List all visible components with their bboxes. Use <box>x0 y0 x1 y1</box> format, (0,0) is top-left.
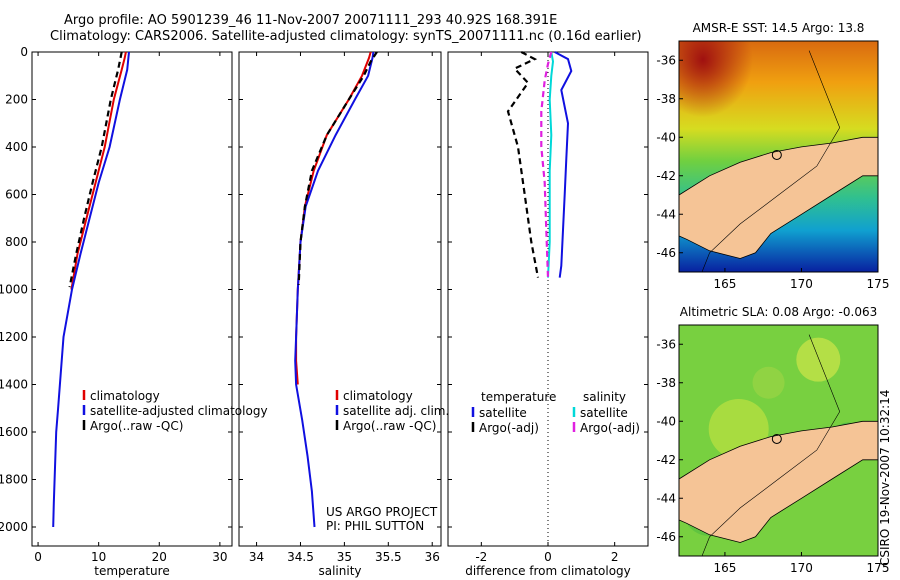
header-line2: Climatology: CARS2006. Satellite-adjuste… <box>50 29 642 44</box>
series-line <box>295 51 372 385</box>
map-x-tick-label: 170 <box>790 277 813 291</box>
series-line <box>52 51 130 528</box>
x-tick-label: 2 <box>611 550 619 564</box>
salinity-profile-frame <box>238 51 442 547</box>
map-y-tick-label: -36 <box>656 337 676 351</box>
y-tick-label: 1400 <box>0 378 28 392</box>
timestamp-stamp: CSIRO 19-Nov-2007 10:32:14 <box>878 389 892 566</box>
x-tick-label: 0 <box>544 550 552 564</box>
land-north-island <box>886 0 900 128</box>
legend-label: satellite-adjusted climatology <box>90 404 268 418</box>
legend-title-temperature: temperature <box>481 390 556 404</box>
sla-map-frame <box>678 324 879 557</box>
temperature-profile-xlabel: temperature <box>94 564 169 578</box>
sla-anomaly-blob <box>796 337 841 382</box>
x-tick-label: 34 <box>249 550 264 564</box>
x-tick-label: 34.5 <box>287 550 314 564</box>
legend-label: Argo(..raw -QC) <box>90 419 183 433</box>
legend-label: satellite <box>580 406 628 420</box>
difference-profile-xlabel: difference from climatology <box>465 564 631 578</box>
sla-map: Altimetric SLA: 0.08 Argo: -0.063 165 170 1… <box>656 229 900 575</box>
map-y-tick-label: -44 <box>656 491 676 505</box>
temperature-profile-frame <box>31 51 233 547</box>
x-tick-label: -2 <box>475 550 487 564</box>
temperature-profile: 0 10 20 30 0 200 400 600 800 1000 1200 1400 1600 1800… <box>0 45 268 578</box>
sla-map-title: Altimetric SLA: 0.08 Argo: -0.063 <box>680 305 877 319</box>
map-y-tick-label: -40 <box>656 414 676 428</box>
series-line <box>68 51 123 288</box>
map-y-tick-label: -42 <box>656 169 676 183</box>
legend-label: climatology <box>90 389 160 403</box>
map-y-tick-label: -46 <box>656 246 676 260</box>
map-x-tick-label: 170 <box>790 561 813 575</box>
map-x-tick-label: 165 <box>713 277 736 291</box>
x-tick-label: 20 <box>152 550 167 564</box>
project-annotation: PI: PHIL SUTTON <box>326 519 424 533</box>
map-y-tick-label: -36 <box>656 53 676 67</box>
y-tick-label: 600 <box>5 188 28 202</box>
y-tick-label: 2000 <box>0 520 28 534</box>
legend-label: satellite <box>479 406 527 420</box>
salinity-profile: 34 34.5 35 35.5 36 salinity climatologysatelli… <box>238 51 449 578</box>
legend-label: Argo(-adj) <box>479 421 539 435</box>
y-tick-label: 1600 <box>0 425 28 439</box>
x-tick-label: 35.5 <box>375 550 402 564</box>
series-line <box>554 51 573 278</box>
series-line <box>506 51 540 278</box>
x-tick-label: 30 <box>212 550 227 564</box>
map-x-tick-label: 175 <box>867 561 890 575</box>
map-x-tick-label: 165 <box>713 561 736 575</box>
land-south-island <box>679 136 878 259</box>
y-tick-label: 1800 <box>0 473 28 487</box>
y-tick-label: 0 <box>20 45 28 59</box>
y-tick-label: 1000 <box>0 283 28 297</box>
sst-map-title: AMSR-E SST: 14.5 Argo: 13.8 <box>693 21 865 35</box>
series-line <box>297 51 378 285</box>
legend-label: Argo(..raw -QC) <box>343 419 436 433</box>
map-y-tick-label: -38 <box>656 92 676 106</box>
y-tick-label: 400 <box>5 140 28 154</box>
y-tick-label: 1200 <box>0 330 28 344</box>
series-line <box>547 51 555 278</box>
map-y-tick-label: -46 <box>656 530 676 544</box>
x-tick-label: 35 <box>337 550 352 564</box>
legend-label: satellite adj. clim. <box>343 404 449 418</box>
y-tick-label: 200 <box>5 93 28 107</box>
salinity-profile-xlabel: salinity <box>318 564 361 578</box>
sst-map: AMSR-E SST: 14.5 Argo: 13.8 165 170 175 -36 -… <box>656 0 900 291</box>
legend-label: climatology <box>343 389 413 403</box>
sst-map-frame <box>678 40 879 273</box>
map-x-tick-label: 175 <box>867 277 890 291</box>
x-tick-label: 36 <box>425 550 440 564</box>
bathymetry-contour <box>701 50 841 272</box>
series-line <box>540 51 553 278</box>
land-south-island <box>679 420 878 543</box>
y-tick-label: 800 <box>5 235 28 249</box>
legend-title-salinity: salinity <box>583 390 626 404</box>
header-line1: Argo profile: AO 5901239_46 11-Nov-2007 … <box>64 13 558 28</box>
map-y-tick-label: -38 <box>656 376 676 390</box>
sla-anomaly-blob <box>752 366 785 399</box>
bathymetry-contour <box>701 334 841 556</box>
map-y-tick-label: -40 <box>656 130 676 144</box>
series-line <box>70 51 127 290</box>
land-north-island <box>886 229 900 412</box>
x-tick-label: 10 <box>91 550 106 564</box>
legend-label: Argo(-adj) <box>580 421 640 435</box>
float-position-marker <box>771 149 782 160</box>
difference-profile-frame <box>447 51 649 547</box>
float-position-marker <box>771 433 782 444</box>
project-annotation: US ARGO PROJECT <box>326 505 438 519</box>
map-y-tick-label: -42 <box>656 453 676 467</box>
map-y-tick-label: -44 <box>656 207 676 221</box>
x-tick-label: 0 <box>34 550 42 564</box>
